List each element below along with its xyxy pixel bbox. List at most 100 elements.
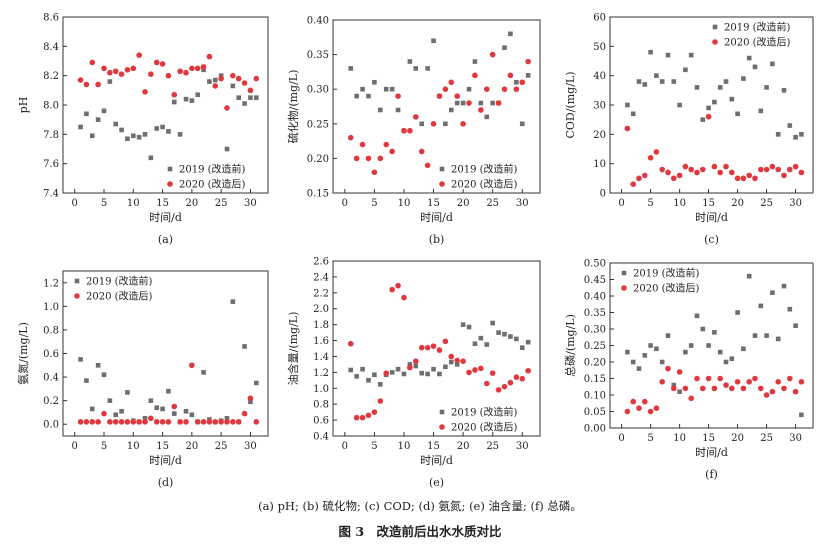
- data-point-circle: [642, 172, 648, 179]
- data-point-circle: [740, 175, 747, 182]
- data-point-square: [443, 121, 448, 127]
- data-point-circle: [630, 398, 636, 405]
- data-point-square: [78, 357, 83, 362]
- x-tick-label: 20: [457, 441, 470, 452]
- data-point-square: [389, 370, 395, 375]
- data-point-circle: [525, 58, 531, 65]
- data-point-square: [107, 79, 113, 84]
- data-point-square: [665, 52, 671, 58]
- y-tick-label: 2.0: [313, 304, 329, 315]
- data-point-circle: [101, 410, 107, 417]
- data-point-circle: [495, 387, 502, 393]
- y-tick-label: 0.50: [584, 259, 606, 270]
- series-2019: [625, 49, 804, 140]
- data-point-square: [630, 359, 636, 365]
- chart-panel-6: 0 5 10 15 20 25 30 0.00 0.05 0.10 0.15 0.20 0.25 0.30…: [563, 259, 814, 481]
- y-axis-label: COD/(mg/L): [564, 71, 577, 138]
- data-point-square: [659, 359, 665, 365]
- data-point-circle: [436, 93, 443, 99]
- data-point-circle: [401, 127, 407, 134]
- data-point-circle: [83, 81, 90, 88]
- chart-panel-1: 0 5 10 15 20 25 30 7.4 7.6 7.8 8.0 8.2 8.4 8.6 时间/d pH (…: [17, 13, 269, 246]
- data-point-square: [189, 98, 195, 103]
- legend: 2019 (改造前) 2020 (改造后): [167, 163, 246, 191]
- x-tick-label: 20: [731, 433, 744, 444]
- data-point-circle: [77, 419, 84, 425]
- data-point-square: [148, 398, 154, 403]
- data-point-circle: [395, 93, 401, 99]
- series-2019: [78, 67, 259, 161]
- legend-entry: 2020 (改造后): [179, 178, 246, 191]
- panel-label: (d): [158, 476, 174, 489]
- data-point-square: [443, 364, 448, 370]
- data-point-square: [741, 346, 746, 352]
- x-tick-label: 5: [371, 441, 377, 452]
- data-point-square: [729, 356, 735, 361]
- data-point-square: [770, 61, 775, 67]
- data-point-square: [723, 359, 729, 365]
- x-tick-label: 30: [789, 433, 802, 444]
- data-point-square: [372, 79, 377, 85]
- legend-entry: 2020 (改造后): [451, 178, 518, 191]
- data-point-circle: [495, 100, 502, 106]
- data-point-circle: [729, 385, 735, 392]
- data-point-square: [466, 86, 472, 92]
- legend-marker-square: [439, 409, 445, 415]
- y-tick-label: 0.40: [307, 16, 329, 27]
- panel-label: (f): [705, 468, 718, 481]
- data-point-circle: [353, 155, 360, 162]
- data-point-square: [425, 371, 430, 377]
- data-point-circle: [787, 166, 793, 173]
- data-point-circle: [671, 175, 677, 182]
- data-point-square: [177, 132, 183, 137]
- data-point-circle: [483, 86, 490, 92]
- data-point-square: [688, 52, 694, 58]
- x-tick-label: 15: [156, 441, 169, 452]
- y-tick-label: 0.4: [43, 373, 59, 384]
- data-point-circle: [247, 395, 254, 402]
- data-point-square: [735, 111, 740, 117]
- data-point-circle: [466, 100, 472, 106]
- data-point-circle: [792, 388, 799, 395]
- data-point-circle: [401, 294, 407, 301]
- legend: 2019 (改造前) 2020 (改造后): [439, 406, 518, 434]
- data-point-circle: [752, 175, 758, 182]
- data-point-square: [378, 381, 383, 387]
- legend-entry: 2019 (改造前): [86, 275, 153, 288]
- data-point-square: [113, 412, 119, 418]
- series-2020: [347, 51, 531, 176]
- legend: 2019 (改造前) 2020 (改造后): [712, 21, 791, 49]
- data-point-square: [519, 345, 525, 351]
- data-point-square: [407, 59, 413, 64]
- data-point-square: [484, 114, 490, 120]
- data-point-square: [665, 333, 671, 338]
- data-point-square: [413, 66, 419, 71]
- legend-entry: 2019 (改造前): [724, 21, 791, 34]
- y-tick-label: 30: [593, 101, 606, 112]
- data-point-circle: [159, 61, 166, 67]
- y-tick-label: 0.20: [307, 154, 329, 165]
- data-point-square: [746, 273, 752, 279]
- data-point-square: [525, 339, 531, 345]
- data-point-circle: [206, 53, 213, 60]
- data-point-circle: [723, 163, 729, 170]
- x-tick-label: 0: [618, 198, 624, 209]
- data-point-square: [712, 330, 717, 335]
- y-tick-label: 8.4: [43, 42, 59, 53]
- x-tick-label: 25: [215, 198, 228, 209]
- data-point-circle: [194, 419, 201, 425]
- data-point-circle: [165, 419, 172, 425]
- legend-marker-circle: [712, 39, 718, 45]
- data-point-square: [706, 343, 711, 348]
- x-tick-label: 25: [486, 198, 499, 209]
- data-point-circle: [112, 419, 119, 425]
- y-tick-label: 0.6: [43, 349, 59, 360]
- y-tick-label: 0.25: [584, 341, 606, 352]
- data-point-square: [490, 320, 495, 326]
- data-point-square: [171, 99, 177, 105]
- data-point-square: [253, 380, 259, 386]
- y-tick-label: 8.0: [43, 101, 59, 112]
- x-tick-label: 15: [702, 198, 715, 209]
- data-point-circle: [624, 125, 631, 132]
- data-point-square: [636, 366, 642, 371]
